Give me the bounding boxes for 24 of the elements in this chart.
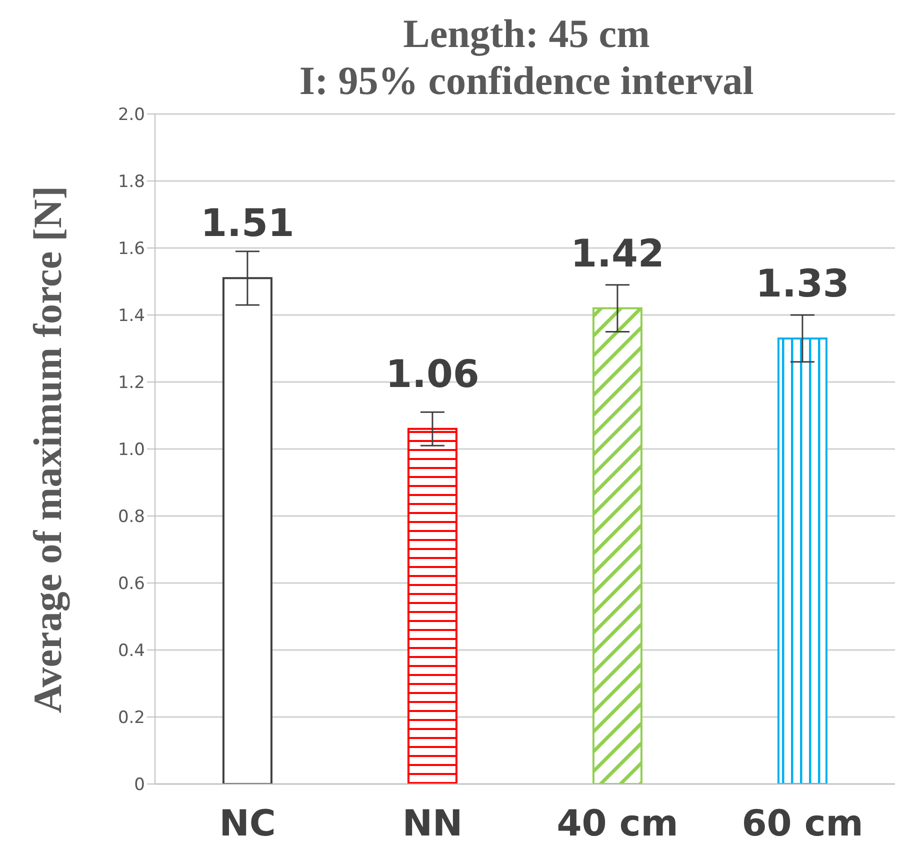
y-tick-label: 1.0: [118, 440, 145, 460]
y-tick-label: 0.6: [118, 574, 145, 594]
y-tick-label: 0.2: [118, 708, 145, 728]
y-tick-label: 1.6: [118, 239, 145, 260]
data-label: 1.33: [756, 261, 850, 306]
data-label: 1.51: [200, 201, 294, 246]
chart-title: Length: 45 cm I: 95% confidence interval: [298, 10, 755, 104]
y-tick-label: 0.8: [118, 507, 145, 528]
bar: [592, 307, 642, 784]
bar: [777, 337, 828, 784]
y-tick-label: 2.0: [118, 105, 145, 126]
x-tick-label: 60 cm: [742, 804, 864, 845]
x-tick-label: NC: [219, 804, 276, 845]
data-label: 1.06: [386, 352, 480, 396]
y-tick-label: 1.8: [118, 172, 145, 192]
x-tick-label: 40 cm: [556, 804, 678, 845]
data-label: 1.42: [570, 231, 664, 276]
y-tick-label: 0.4: [118, 641, 145, 662]
y-tick-label: 1.4: [118, 306, 145, 326]
y-tick-label: 0: [134, 775, 145, 796]
bar: [407, 428, 458, 784]
y-axis-title: Average of maximum force [N]: [24, 185, 72, 713]
x-tick-label: NN: [402, 804, 463, 845]
y-tick-label: 1.2: [118, 373, 145, 394]
